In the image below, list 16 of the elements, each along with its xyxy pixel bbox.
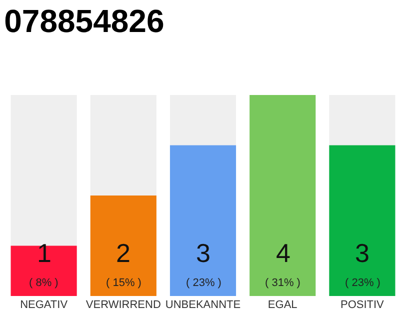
data-label: 1 [37, 238, 52, 268]
x-tick-label: VERWIRREND [86, 299, 161, 311]
x-tick-label: UNBEKANNTE [165, 299, 241, 311]
x-tick-label: EGAL [268, 299, 298, 311]
annotation: ( 8% ) [29, 277, 58, 289]
x-tick-label: POSITIV [340, 299, 385, 311]
data-label: 2 [116, 238, 130, 268]
annotation: ( 31% ) [265, 277, 300, 289]
data-label: 3 [196, 238, 210, 268]
annotation: ( 23% ) [186, 277, 222, 289]
annotation: ( 23% ) [345, 277, 380, 289]
data-label: 3 [355, 238, 370, 268]
data-label: 4 [276, 238, 290, 268]
chart-title: 078854826 [4, 3, 164, 39]
x-tick-label: NEGATIV [20, 299, 68, 311]
annotation: ( 15% ) [106, 277, 142, 289]
